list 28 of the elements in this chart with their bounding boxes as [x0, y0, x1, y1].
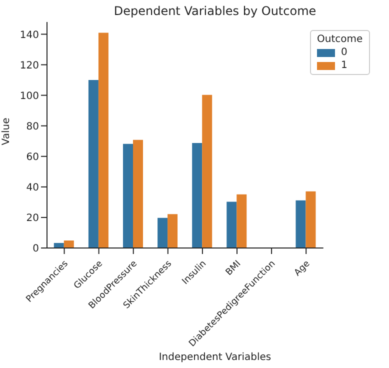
- bar: [168, 214, 178, 248]
- bar: [88, 80, 98, 248]
- y-tick-label: 40: [26, 182, 39, 194]
- bar: [306, 191, 316, 248]
- y-axis-title: Value: [2, 118, 12, 146]
- bar: [158, 218, 168, 248]
- legend-label: 1: [341, 60, 348, 71]
- bar: [192, 142, 202, 248]
- bar: [296, 200, 306, 248]
- y-tick-label: 140: [20, 30, 39, 41]
- bar: [226, 202, 237, 248]
- bar: [236, 194, 247, 248]
- chart-title: Dependent Variables by Outcome: [112, 4, 318, 18]
- y-tick-label: 0: [32, 244, 39, 255]
- y-tick-label: 120: [20, 60, 39, 72]
- legend-title: Outcome: [317, 34, 363, 45]
- y-tick-label: 100: [20, 90, 39, 102]
- y-tick-label: 20: [26, 213, 39, 224]
- x-tick-label: Age: [292, 258, 312, 278]
- bar: [202, 94, 212, 248]
- x-axis-title: Independent Variables: [158, 352, 272, 363]
- y-tick-label: 80: [26, 121, 39, 132]
- bar: [123, 144, 133, 248]
- bar: [133, 140, 143, 248]
- legend-label: 0: [341, 47, 348, 58]
- bar: [98, 32, 108, 248]
- bar: [64, 240, 74, 248]
- y-tick-label: 60: [26, 152, 39, 163]
